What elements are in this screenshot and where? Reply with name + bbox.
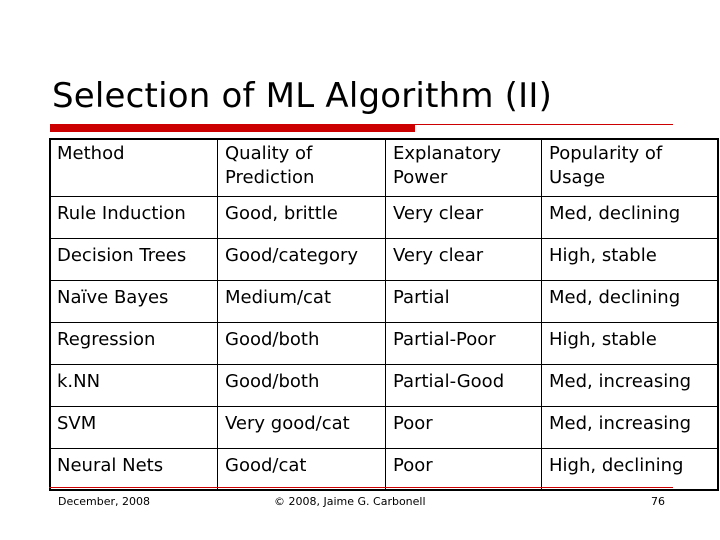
- table-cell-quality: Good/both: [225, 371, 320, 392]
- table-cell-popularity: High, declining: [549, 455, 684, 476]
- table-cell-explanatory: Partial-Good: [393, 371, 505, 392]
- row-divider: [49, 238, 719, 239]
- table-cell-popularity: Med, declining: [549, 203, 681, 224]
- table-cell-popularity: High, stable: [549, 245, 657, 266]
- header-cell-quality: Quality of Prediction: [217, 142, 385, 190]
- table-cell-method: Neural Nets: [57, 455, 164, 476]
- table-cell-popularity: Med, increasing: [549, 413, 692, 434]
- footer-rule: [49, 487, 673, 488]
- table-cell-method: SVM: [57, 413, 97, 434]
- column-divider: [217, 138, 218, 491]
- footer-copyright: © 2008, Jaime G. Carbonell: [274, 495, 426, 508]
- table-cell-quality: Very good/cat: [225, 413, 350, 434]
- table-cell-quality: Good, brittle: [225, 203, 338, 224]
- table-cell-explanatory: Poor: [393, 455, 433, 476]
- header-cell-popularity: Popularity of Usage: [541, 142, 719, 190]
- row-divider: [49, 280, 719, 281]
- table-cell-method: Naïve Bayes: [57, 287, 169, 308]
- table-cell-popularity: Med, increasing: [549, 371, 692, 392]
- header-text-line: Usage: [549, 167, 606, 188]
- table-cell-quality: Good/cat: [225, 455, 307, 476]
- title-underline-thick: [50, 124, 415, 132]
- slide-title: Selection of ML Algorithm (II): [52, 76, 553, 116]
- table-cell-quality: Good/both: [225, 329, 320, 350]
- table-cell-explanatory: Very clear: [393, 245, 484, 266]
- table-cell-method: Regression: [57, 329, 156, 350]
- row-divider: [49, 196, 719, 197]
- table-cell-quality: Medium/cat: [225, 287, 332, 308]
- table-border: [49, 138, 719, 491]
- row-divider: [49, 406, 719, 407]
- header-text-line: Quality of: [225, 143, 313, 164]
- title-underline-thin: [415, 124, 673, 125]
- table-cell-method: Decision Trees: [57, 245, 187, 266]
- column-divider: [385, 138, 386, 491]
- row-divider: [49, 322, 719, 323]
- header-cell-method: Method: [49, 142, 217, 166]
- header-text-line: Method: [57, 143, 125, 164]
- table-cell-method: Rule Induction: [57, 203, 186, 224]
- table-cell-quality: Good/category: [225, 245, 359, 266]
- footer-page-number: 76: [651, 495, 665, 508]
- header-text-line: Explanatory: [393, 143, 502, 164]
- table-cell-method: k.NN: [57, 371, 101, 392]
- header-text-line: Popularity of: [549, 143, 663, 164]
- row-divider: [49, 364, 719, 365]
- row-divider: [49, 448, 719, 449]
- column-divider: [541, 138, 542, 491]
- table-cell-explanatory: Very clear: [393, 203, 484, 224]
- table-cell-explanatory: Poor: [393, 413, 433, 434]
- header-text-line: Prediction: [225, 167, 315, 188]
- table-cell-explanatory: Partial: [393, 287, 450, 308]
- header-cell-explanatory: Explanatory Power: [385, 142, 541, 190]
- table-cell-popularity: High, stable: [549, 329, 657, 350]
- table-cell-popularity: Med, declining: [549, 287, 681, 308]
- table-cell-explanatory: Partial-Poor: [393, 329, 496, 350]
- footer-date: December, 2008: [58, 495, 151, 508]
- header-text-line: Power: [393, 167, 448, 188]
